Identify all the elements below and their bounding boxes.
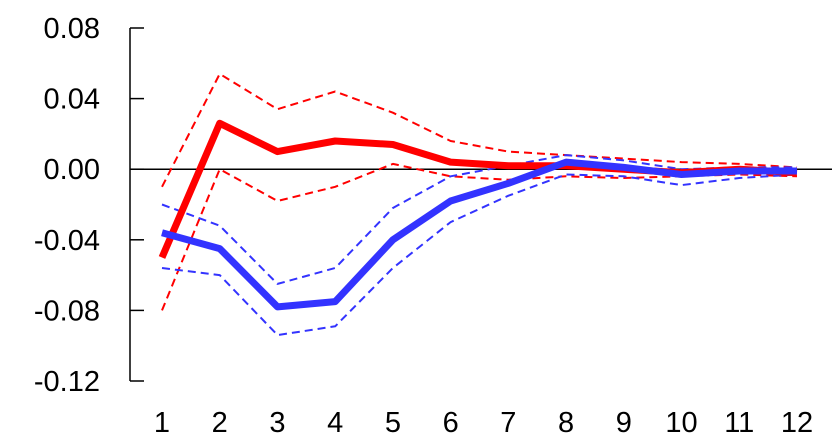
x-tick-label: 3 (269, 407, 285, 439)
x-tick-label: 2 (212, 407, 228, 439)
y-tick-label: -0.08 (34, 295, 100, 327)
x-tick-label: 8 (558, 407, 574, 439)
x-tick-label: 9 (616, 407, 632, 439)
y-tick-label: -0.04 (34, 225, 100, 257)
x-tick-label: 11 (724, 407, 754, 439)
x-tick-label: 10 (665, 407, 697, 439)
series-line (161, 158, 797, 311)
y-tick-label: 0.04 (44, 84, 100, 116)
series-2-dashed (161, 72, 798, 188)
y-axis: 0.08 0.04 0.00 -0.04 -0.08 -0.12 (34, 13, 144, 398)
x-tick-label: 7 (500, 407, 516, 439)
series-line (161, 173, 798, 337)
y-tick-label: 0.08 (44, 13, 100, 45)
x-tick-label: 4 (327, 407, 343, 439)
x-tick-label: 6 (443, 407, 459, 439)
y-tick-label: 0.00 (44, 154, 100, 186)
x-tick-label: 1 (154, 407, 170, 439)
series-line (161, 72, 798, 188)
series-4-solid (161, 158, 797, 311)
x-tick-label: 5 (385, 407, 401, 439)
series-line (161, 154, 797, 285)
x-tick-label: 12 (781, 407, 813, 439)
x-axis-labels: 1 2 3 4 5 6 7 8 9 10 11 12 (154, 407, 813, 439)
y-tick-label: -0.12 (34, 366, 100, 398)
series-5-dashed (161, 154, 797, 285)
series-group (158, 72, 798, 337)
series-6-dashed (161, 173, 798, 337)
